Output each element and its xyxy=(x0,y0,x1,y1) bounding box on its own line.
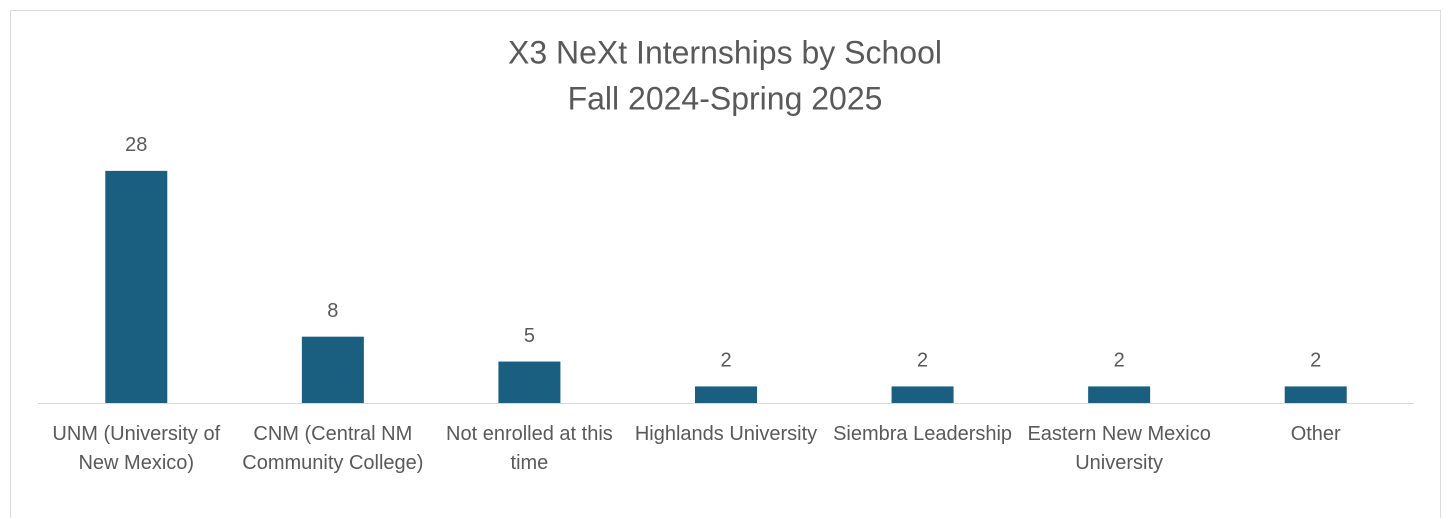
bar xyxy=(105,170,168,403)
x-tick-label: Other xyxy=(1290,423,1341,445)
x-tick-label: Not enrolled at this time xyxy=(446,423,613,474)
x-tick-label: Eastern New Mexico University xyxy=(1027,423,1211,474)
bar xyxy=(498,361,561,403)
chart-frame xyxy=(10,10,1441,518)
bar xyxy=(1284,386,1347,403)
chart-title: X3 NeXt Internships by School xyxy=(508,34,942,70)
bar xyxy=(891,386,954,403)
value-label: 8 xyxy=(327,300,338,322)
x-tick-label: UNM (University of New Mexico) xyxy=(52,423,221,474)
value-label: 2 xyxy=(1310,350,1321,372)
bar xyxy=(695,386,757,403)
bar xyxy=(301,336,364,403)
value-label: 28 xyxy=(125,134,147,156)
value-label: 5 xyxy=(524,325,535,347)
bar xyxy=(1088,386,1151,403)
value-label: 2 xyxy=(720,350,731,372)
value-label: 2 xyxy=(1114,350,1125,372)
chart-subtitle: Fall 2024-Spring 2025 xyxy=(568,80,883,116)
value-label: 2 xyxy=(917,350,928,372)
x-tick-label: Highlands University xyxy=(634,423,818,445)
x-tick-label: Siembra Leadership xyxy=(833,423,1013,445)
x-tick-label: CNM (Central NM Community College) xyxy=(242,423,424,474)
